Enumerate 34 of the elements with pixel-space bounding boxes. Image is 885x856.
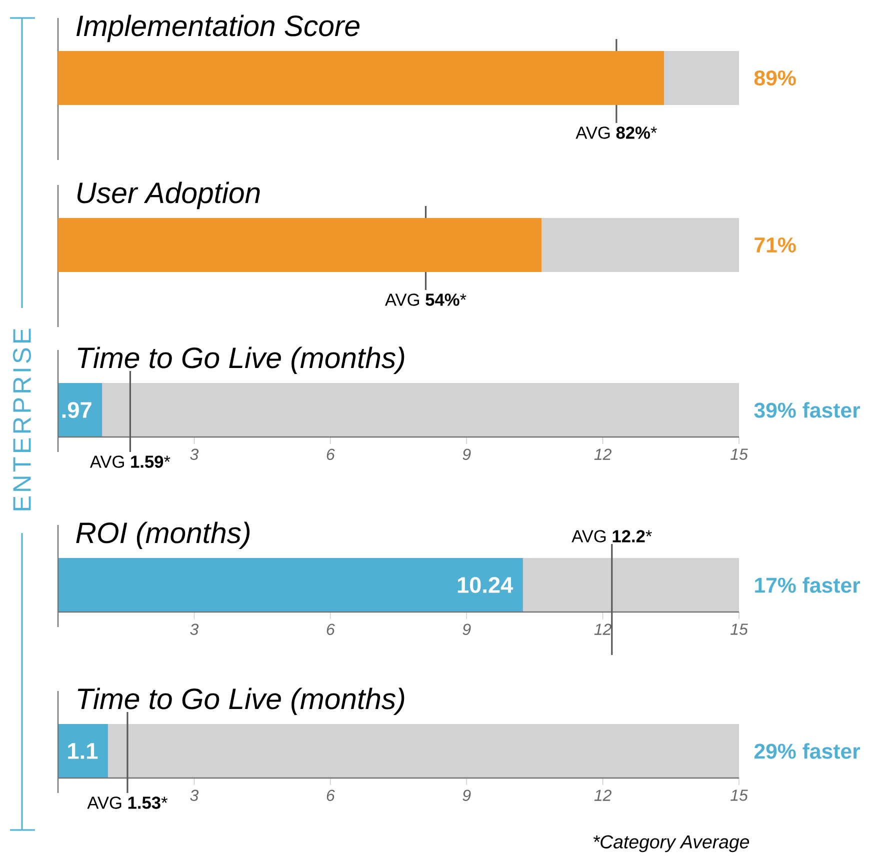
- ref-line-label: AVG 1.59*: [90, 456, 170, 468]
- text: 89%: [754, 70, 796, 86]
- x-tick-label: 15: [730, 790, 748, 801]
- data-label: .97: [62, 402, 92, 418]
- x-tick-label: 3: [190, 790, 199, 802]
- x-tick-label: 15: [730, 448, 748, 460]
- ref-line-label: AVG 1.53*: [87, 796, 168, 809]
- text: 29% faster: [754, 743, 860, 759]
- x-tick-label: 12: [594, 448, 612, 460]
- text: 17% faster: [755, 577, 860, 593]
- x-tick-label: 6: [326, 448, 335, 460]
- ref-line-label: AVG 12.2*: [572, 530, 652, 542]
- x-tick-label: 15: [730, 624, 748, 635]
- x-tick-label: 6: [326, 790, 335, 802]
- x-tick-label: 3: [190, 448, 199, 460]
- x-tick-label: 9: [462, 624, 471, 636]
- chart-title: Implementation Score: [76, 14, 360, 42]
- chart-title: ROI (months): [76, 522, 250, 550]
- text: 39% faster: [754, 402, 860, 418]
- chart-title: User Adoption: [77, 182, 260, 210]
- chart-title: Time to Go Live (months): [78, 346, 404, 374]
- x-tick-label: 6: [326, 624, 335, 636]
- text: *Category Average: [593, 835, 750, 852]
- x-tick-label: 9: [462, 790, 471, 802]
- ref-line-label: AVG 82%*: [576, 126, 657, 139]
- chart-title: Time to Go Live (months): [78, 688, 404, 716]
- text: ENTERPRISE: [13, 328, 31, 510]
- x-tick-label: 12: [594, 790, 612, 801]
- ref-line-label: AVG 54%*: [385, 294, 466, 306]
- data-label: 10.24: [458, 576, 514, 594]
- data-label: 1.1: [68, 743, 98, 759]
- x-tick-label: 3: [190, 624, 199, 636]
- text: 71%: [754, 237, 796, 252]
- x-tick-label: 9: [462, 448, 471, 460]
